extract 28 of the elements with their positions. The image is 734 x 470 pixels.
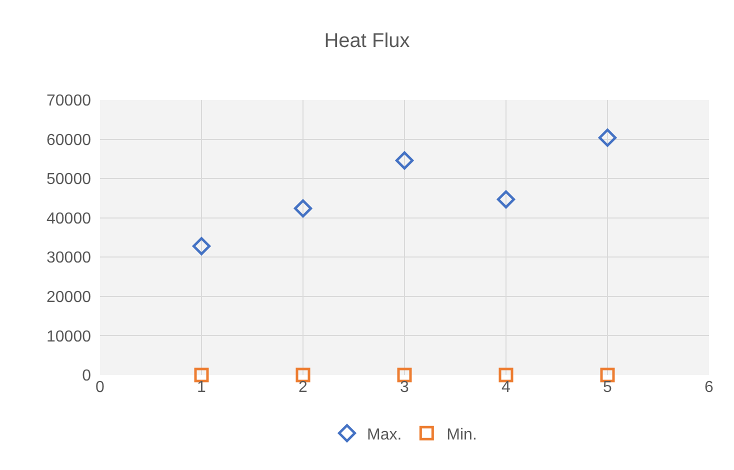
- point: [294, 199, 312, 218]
- point: [395, 151, 414, 170]
- point: [194, 368, 209, 382]
- y-tick-label: 10000: [46, 328, 92, 346]
- x-tick-label: 6: [704, 379, 714, 396]
- point: [598, 128, 617, 147]
- chart-title: Heat Flux: [324, 30, 410, 52]
- y-tick-label: 20000: [46, 289, 92, 306]
- point: [192, 237, 211, 256]
- x-tick-label: 2: [298, 379, 308, 396]
- point: [296, 368, 310, 382]
- point: [397, 368, 412, 382]
- x-tick-label: 3: [400, 379, 410, 396]
- x-tick-label: 5: [603, 379, 612, 396]
- x-tick-label: 1: [197, 379, 206, 396]
- y-tick-label: 70000: [46, 92, 92, 110]
- legend-label: Min.: [446, 426, 477, 444]
- y-tick-label: 0: [82, 368, 92, 385]
- y-tick-label: 50000: [46, 171, 92, 188]
- point: [496, 190, 516, 208]
- legend-label: Max.: [367, 426, 402, 444]
- x-tick-label: 0: [96, 379, 105, 396]
- y-tick-label: 30000: [46, 250, 92, 267]
- x-tick-label: 4: [502, 379, 511, 396]
- y-tick-label: 60000: [46, 132, 92, 149]
- y-tick-label: 40000: [46, 210, 92, 228]
- point: [600, 368, 615, 382]
- point: [498, 368, 514, 382]
